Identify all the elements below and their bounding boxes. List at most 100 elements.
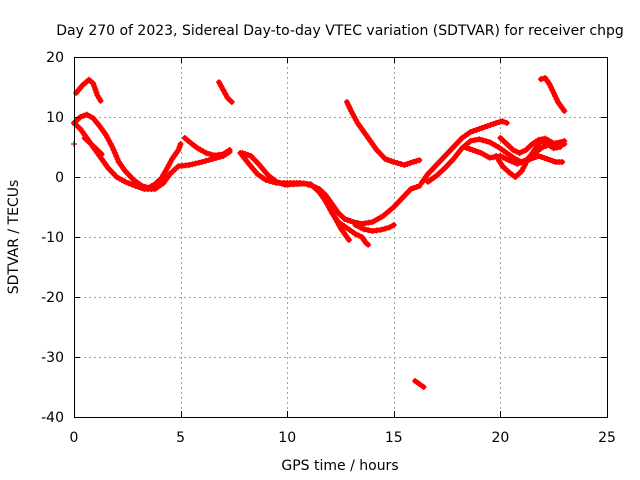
data-point-marker xyxy=(554,142,561,149)
data-point-marker xyxy=(365,227,372,234)
data-point-marker xyxy=(526,144,533,150)
data-series xyxy=(71,75,568,390)
data-point-marker xyxy=(176,144,183,150)
data-point-marker xyxy=(344,217,351,223)
data-point-marker xyxy=(160,171,167,178)
data-point-marker xyxy=(532,138,539,145)
data-point-marker xyxy=(515,171,522,177)
data-point-marker xyxy=(513,148,520,155)
data-point-marker xyxy=(74,123,81,129)
data-point-marker xyxy=(114,156,121,162)
data-point-marker xyxy=(138,185,145,191)
data-point-marker xyxy=(92,86,99,93)
data-point-marker xyxy=(93,89,100,96)
data-point-marker xyxy=(189,161,196,168)
data-point-marker xyxy=(220,151,227,158)
data-point-marker xyxy=(338,213,345,219)
data-point-marker xyxy=(158,175,165,182)
series-track-10 xyxy=(352,222,397,234)
data-point-marker xyxy=(220,87,227,93)
data-point-marker xyxy=(382,225,389,232)
data-point-marker xyxy=(79,82,86,89)
data-point-marker xyxy=(175,147,182,153)
y-tick-label: 10 xyxy=(46,110,64,126)
data-point-marker xyxy=(508,158,515,165)
series-track-4 xyxy=(81,135,105,158)
data-point-marker xyxy=(473,127,480,133)
data-point-marker xyxy=(97,97,104,104)
data-point-marker xyxy=(355,232,362,239)
data-point-marker xyxy=(545,137,552,144)
x-tick-label: 0 xyxy=(70,430,79,446)
data-point-marker xyxy=(522,147,529,153)
data-point-marker xyxy=(505,157,512,164)
data-point-marker xyxy=(413,184,420,190)
series-track-1 xyxy=(73,76,104,104)
data-point-marker xyxy=(387,158,394,164)
data-point-marker xyxy=(191,142,198,149)
data-point-marker xyxy=(195,159,202,166)
data-point-marker xyxy=(155,178,162,185)
data-point-marker xyxy=(420,384,427,390)
y-tick-label: -30 xyxy=(41,350,64,366)
series-track-12 xyxy=(412,378,427,390)
data-point-marker xyxy=(466,146,473,152)
data-point-marker xyxy=(544,156,551,162)
data-point-marker xyxy=(188,140,195,147)
data-point-marker xyxy=(186,162,193,168)
data-point-marker xyxy=(85,76,92,83)
data-point-marker xyxy=(561,108,568,114)
data-point-marker xyxy=(90,80,97,87)
data-point-marker xyxy=(503,120,510,126)
data-point-marker xyxy=(509,171,516,178)
data-point-marker xyxy=(360,226,367,233)
data-point-marker xyxy=(558,141,565,148)
data-point-marker xyxy=(386,224,393,231)
data-point-marker xyxy=(549,158,556,164)
data-point-marker xyxy=(559,159,566,165)
data-point-marker xyxy=(397,161,404,167)
axis-ticks: 0 5 10 15 20 25 -40 -30 -20 -10 0 10 20 xyxy=(41,50,616,446)
data-point-marker xyxy=(499,163,506,170)
x-tick-label: 20 xyxy=(491,430,509,446)
data-point-marker xyxy=(228,99,235,105)
data-point-marker xyxy=(245,152,252,158)
y-tick-label: 0 xyxy=(55,170,64,186)
data-point-marker xyxy=(490,121,497,127)
data-point-marker xyxy=(541,155,548,161)
series-track-13 xyxy=(418,118,510,186)
chart-title: Day 270 of 2023, Sidereal Day-to-day VTE… xyxy=(56,23,624,39)
data-point-marker xyxy=(416,381,423,387)
y-tick-label: -20 xyxy=(41,290,64,306)
data-point-marker xyxy=(181,135,188,141)
data-point-marker xyxy=(262,177,269,183)
data-point-marker xyxy=(478,125,485,131)
data-point-marker xyxy=(335,210,342,216)
data-point-marker xyxy=(135,184,142,190)
data-point-marker xyxy=(479,137,486,144)
data-point-marker xyxy=(390,222,397,228)
data-point-marker xyxy=(394,160,401,166)
data-point-marker xyxy=(177,141,184,147)
data-point-marker xyxy=(113,153,120,159)
data-point-marker xyxy=(506,144,513,150)
data-point-marker xyxy=(224,94,231,101)
grid-lines xyxy=(74,57,607,417)
data-point-marker xyxy=(542,135,549,142)
data-point-marker xyxy=(382,156,389,162)
y-tick-label: 20 xyxy=(46,50,64,66)
data-point-marker xyxy=(215,79,222,86)
data-point-marker xyxy=(514,160,521,167)
series-track-9 xyxy=(316,186,372,248)
data-point-marker xyxy=(390,159,397,165)
data-point-marker xyxy=(487,122,494,128)
data-point-marker xyxy=(519,148,526,155)
data-point-marker xyxy=(484,123,491,129)
data-point-marker xyxy=(91,144,98,150)
data-point-marker xyxy=(410,185,417,191)
x-tick-label: 5 xyxy=(176,430,185,446)
data-point-marker xyxy=(537,76,544,83)
data-point-marker xyxy=(132,183,139,189)
data-point-marker xyxy=(266,178,273,184)
